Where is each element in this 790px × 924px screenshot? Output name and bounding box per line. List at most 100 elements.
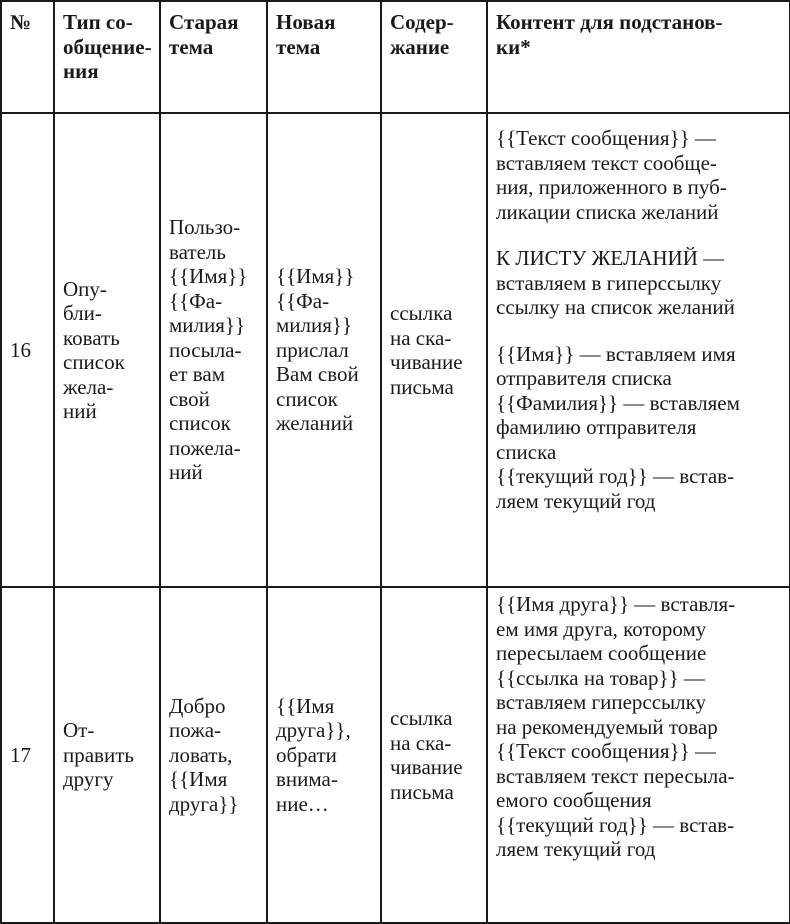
text-line: {{Текст сообщения}} — xyxy=(496,739,716,763)
text-line: ловать, xyxy=(169,742,233,767)
text-line: бли- xyxy=(63,301,102,325)
text-line: ний xyxy=(169,460,203,485)
text-line: списка xyxy=(496,439,557,464)
text-line: отправителя списка xyxy=(496,366,672,390)
text-line: на рекомендуемый товар xyxy=(496,714,718,739)
text-line: жание xyxy=(390,34,450,59)
text-line: обрати xyxy=(276,742,337,767)
text-line: Вам свой xyxy=(276,362,359,387)
text-line: № xyxy=(10,10,32,34)
text-line: Пользо- xyxy=(169,215,241,240)
text-line: Содер- xyxy=(390,10,454,34)
text-line: ссылку на список желаний xyxy=(496,295,735,319)
text-line: {{Имя xyxy=(169,767,228,792)
text-line: на ска- xyxy=(390,730,452,755)
text-line: Тип со- xyxy=(63,10,133,34)
text-line: вставляем гиперссылку xyxy=(496,690,707,714)
text-line: ний xyxy=(63,399,97,423)
text-line: внима- xyxy=(276,767,338,792)
cell-new-subject: {{Имя друга}}, обрати внима-ние… xyxy=(266,586,382,924)
text-line: чивание xyxy=(390,350,463,374)
text-line: ватель xyxy=(169,239,226,264)
text-line: Контент для подстанов- xyxy=(496,10,723,34)
text-line: милия}} xyxy=(276,313,353,338)
text-line: К ЛИСТУ ЖЕЛАНИЙ — xyxy=(496,246,725,270)
text-line: тема xyxy=(276,34,321,59)
text-line: {{текущий год}} — встав- xyxy=(496,464,735,488)
text-line: {{текущий год}} — встав- xyxy=(496,812,735,837)
header-row: № Тип со-общение-ния Старая тема Новая тем… xyxy=(0,0,790,114)
text-line: {{Имя}} — вставляем имя xyxy=(496,341,736,366)
text-line: ляем текущий год xyxy=(496,488,656,513)
cell-content: {{Имя друга}} — вставля-ем имя друга, ко… xyxy=(486,586,790,924)
header-type: Тип со-общение-ния xyxy=(53,0,161,114)
text-line: ссылка xyxy=(390,706,453,730)
cell-body: ссылка на ска-чивание письма xyxy=(380,586,488,924)
text-line: ем имя друга, которому xyxy=(496,616,707,641)
text-line: ляем текущий год xyxy=(496,837,656,861)
text-line: {{Фа- xyxy=(276,288,330,313)
text-line: друга}}, xyxy=(276,718,351,743)
text-line: пересылаем сообщение xyxy=(496,641,707,665)
text-line: вставляем текст сообще- xyxy=(496,150,717,175)
text-line: посыла- xyxy=(169,337,242,362)
text-line: Добро xyxy=(169,693,226,718)
cell-body: ссылка на ска-чивание письма xyxy=(380,112,488,588)
text-line: прислал xyxy=(276,337,349,362)
text-line: {{Имя xyxy=(276,693,335,718)
text-line: письма xyxy=(390,374,454,399)
cell-type: От-править другу xyxy=(53,586,161,924)
text-line: чивание xyxy=(390,755,463,779)
cell-type: Опу-бли-ковать список жела-ний xyxy=(53,112,161,588)
header-body: Содер-жание xyxy=(380,0,488,114)
text-line: письма xyxy=(390,779,454,804)
text-line: другу xyxy=(63,767,114,792)
text-line: ние… xyxy=(276,791,329,816)
cell-old-subject: Добро пожа-ловать, {{Имя друга}} xyxy=(159,586,268,924)
header-old-subject: Старая тема xyxy=(159,0,268,114)
text-line: {{ссылка на товар}} — xyxy=(496,665,705,690)
text-line: {{Текст сообщения}} — xyxy=(496,126,716,150)
content-paragraph: {{Имя}} — вставляем имя отправителя списк… xyxy=(496,342,781,514)
text-line: Старая xyxy=(169,10,239,34)
text-line: ния, приложенного в пуб- xyxy=(496,175,727,199)
text-line: емого сообщения xyxy=(496,788,652,812)
text-line: вставляем текст пересыла- xyxy=(496,763,735,788)
text-line: ликации списка желаний xyxy=(496,199,719,224)
text-line: жела- xyxy=(63,374,114,399)
text-line: {{Фамилия}} — вставляем xyxy=(496,390,740,415)
text-line: править xyxy=(63,742,134,767)
cell-old-subject: Пользо-ватель {{Имя}} {{Фа-милия}} посыла-е… xyxy=(159,112,268,588)
text-line: пожа- xyxy=(169,718,222,743)
text-line: {{Фа- xyxy=(169,288,223,313)
text-line: друга}} xyxy=(169,791,239,816)
content-paragraph: К ЛИСТУ ЖЕЛАНИЙ — вставляем в гиперссылку… xyxy=(496,246,781,320)
header-content: Контент для подстанов-ки* xyxy=(486,0,790,114)
text-line: ки* xyxy=(496,34,531,59)
table-row: 16 Опу-бли-ковать список жела-ний Пользо-в… xyxy=(0,112,790,588)
text-line: список xyxy=(63,350,125,374)
cell-content: {{Текст сообщения}} — вставляем текст соо… xyxy=(486,112,790,588)
text-line: желаний xyxy=(276,411,354,436)
text-line: Опу- xyxy=(63,276,107,301)
text-line: ет вам xyxy=(169,362,225,387)
text-line: ссылка xyxy=(390,301,453,325)
header-new-subject: Новая тема xyxy=(266,0,382,114)
content-paragraph: {{Имя друга}} — вставля-ем имя друга, ко… xyxy=(496,592,781,862)
cell-number: 16 xyxy=(0,112,55,588)
text-line: Новая xyxy=(276,10,336,34)
table-row: 17 От-править другу Добро пожа-ловать, {{Им… xyxy=(0,586,790,924)
text-line: милия}} xyxy=(169,313,246,338)
text-line: общение- xyxy=(63,34,152,59)
cell-number: 17 xyxy=(0,586,55,924)
text-line: фамилию отправителя xyxy=(496,415,697,439)
text-line: ковать xyxy=(63,325,120,350)
text-line: тема xyxy=(169,34,214,59)
text-line: {{Имя}} xyxy=(276,264,355,289)
text-line: список xyxy=(169,411,231,436)
text-line: пожела- xyxy=(169,435,241,460)
header-number: № xyxy=(0,0,55,114)
content-paragraph: {{Текст сообщения}} — вставляем текст соо… xyxy=(496,126,781,224)
text-line: ния xyxy=(63,59,99,83)
